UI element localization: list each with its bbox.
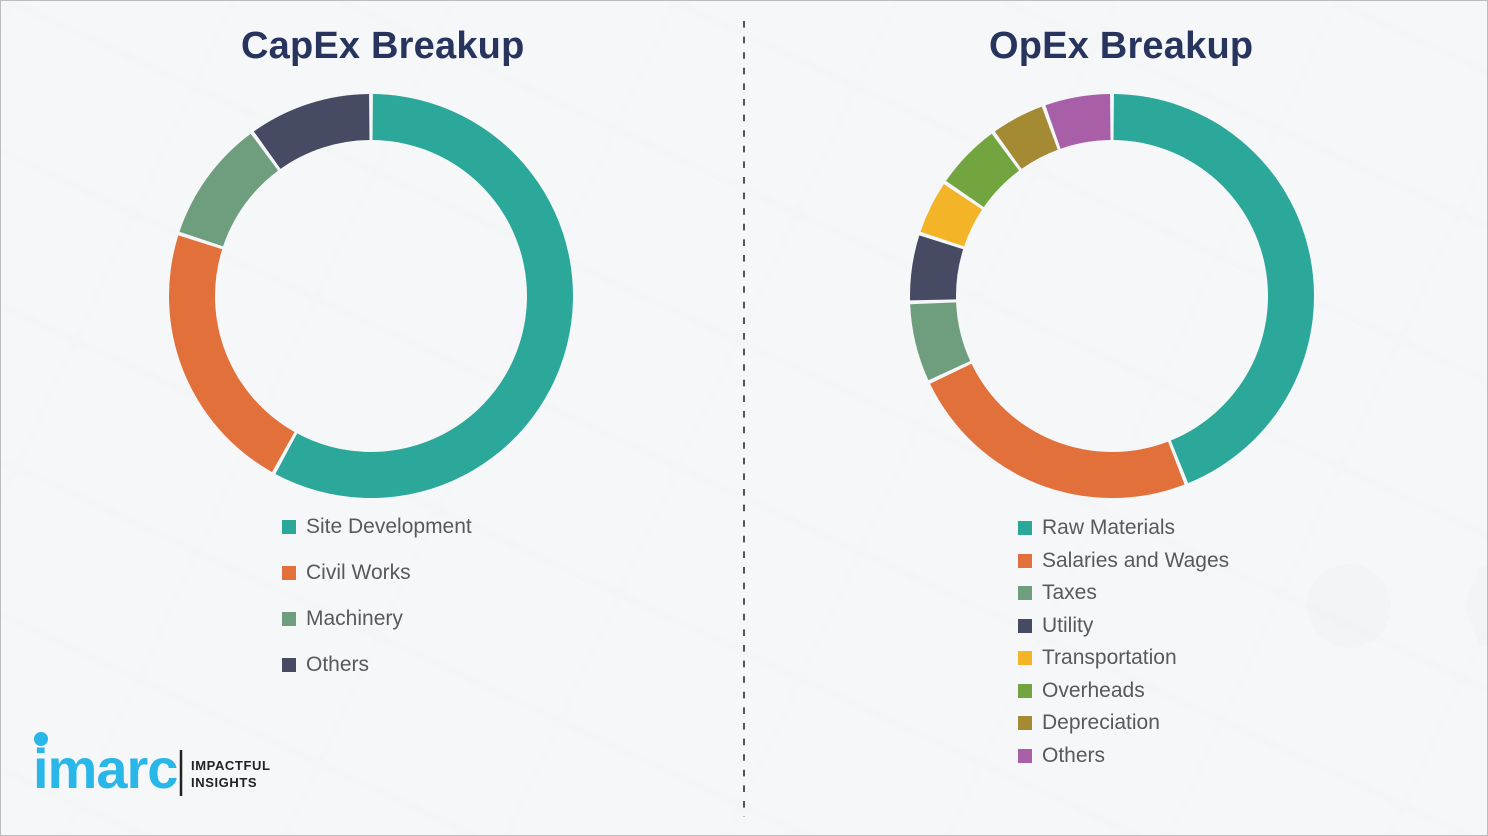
svg-text:INSIGHTS: INSIGHTS: [191, 775, 257, 790]
svg-text:imarc: imarc: [33, 737, 177, 800]
svg-text:IMPACTFUL: IMPACTFUL: [191, 758, 271, 773]
